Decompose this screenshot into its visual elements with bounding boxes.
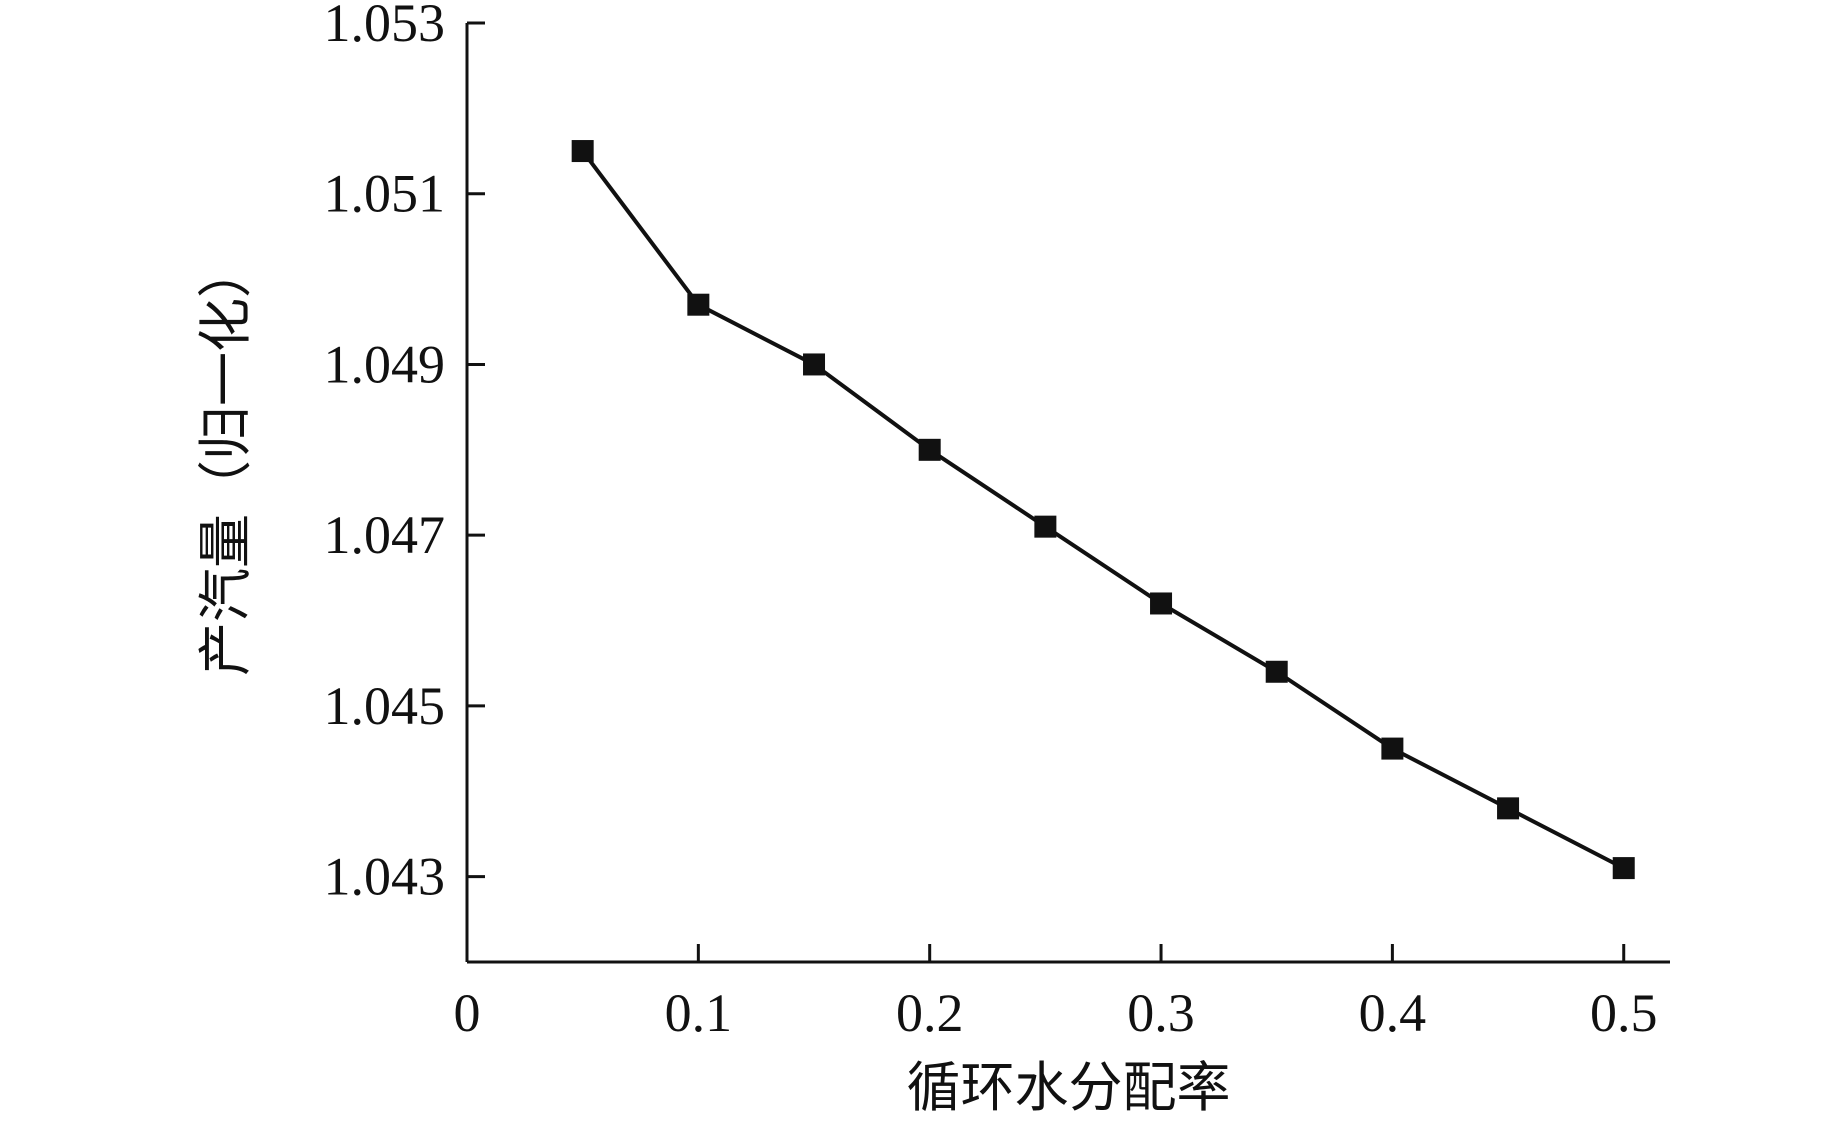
x-axis-title: 循环水分配率 <box>907 1058 1231 1118</box>
y-tick-label: 1.049 <box>324 334 446 394</box>
data-point <box>1612 857 1635 880</box>
series-line <box>581 149 1625 870</box>
data-point <box>1034 515 1057 538</box>
y-tick-label: 1.053 <box>324 0 446 53</box>
data-point <box>1150 592 1173 615</box>
y-tick-label: 1.047 <box>324 505 446 565</box>
data-point <box>1265 660 1288 683</box>
y-tick-label: 1.051 <box>324 164 446 224</box>
x-tick-label: 0.2 <box>896 983 964 1043</box>
data-point <box>803 353 826 376</box>
y-tick-label: 1.045 <box>324 676 446 736</box>
series-markers <box>571 140 1635 880</box>
y-tick-label: 1.043 <box>324 847 446 907</box>
data-point <box>918 438 941 461</box>
data-point <box>687 293 710 316</box>
x-tick-label: 0.5 <box>1590 983 1658 1043</box>
y-axis-title: 产汽量（归一化） <box>196 244 256 676</box>
y-axis-ticks: 1.043 1.045 1.047 1.049 1.051 1.053 <box>324 0 485 907</box>
x-axis-ticks: 0 0.1 0.2 0.3 0.4 0.5 <box>454 944 1658 1043</box>
axes <box>465 23 1670 964</box>
data-point <box>1497 797 1520 820</box>
x-tick-label: 0.3 <box>1127 983 1195 1043</box>
data-point <box>571 140 594 163</box>
x-tick-label: 0 <box>454 983 481 1043</box>
x-tick-label: 0.4 <box>1359 983 1427 1043</box>
data-series <box>581 149 1625 870</box>
x-tick-label: 0.1 <box>665 983 733 1043</box>
data-point <box>1381 737 1404 760</box>
